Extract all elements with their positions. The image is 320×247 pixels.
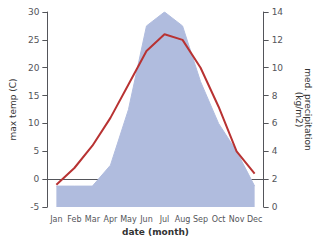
svg-text:max temp (C): max temp (C): [8, 78, 18, 140]
svg-text:8: 8: [272, 91, 278, 101]
svg-text:14: 14: [272, 7, 284, 17]
svg-text:20: 20: [28, 63, 40, 73]
svg-text:2: 2: [272, 174, 278, 184]
svg-text:10: 10: [28, 118, 40, 128]
svg-text:Apr: Apr: [104, 215, 119, 224]
svg-text:10: 10: [272, 63, 284, 73]
svg-text:May: May: [120, 215, 137, 224]
svg-text:Jun: Jun: [139, 215, 153, 224]
svg-text:0: 0: [272, 202, 278, 212]
svg-text:25: 25: [28, 35, 39, 45]
svg-text:Feb: Feb: [67, 215, 81, 224]
svg-text:Nov: Nov: [229, 215, 245, 224]
svg-text:4: 4: [272, 146, 278, 156]
svg-text:5: 5: [34, 146, 40, 156]
svg-text:-5: -5: [30, 202, 39, 212]
svg-text:Jan: Jan: [49, 215, 62, 224]
svg-text:6: 6: [272, 118, 278, 128]
svg-text:Oct: Oct: [212, 215, 226, 224]
svg-text:0: 0: [34, 174, 40, 184]
svg-text:Aug: Aug: [175, 215, 191, 224]
svg-text:Jul: Jul: [159, 215, 170, 224]
svg-text:Dec: Dec: [247, 215, 262, 224]
svg-text:Sep: Sep: [193, 215, 208, 224]
svg-text:med. precipitation: med. precipitation: [302, 68, 313, 151]
svg-text:12: 12: [272, 35, 283, 45]
svg-text:15: 15: [28, 91, 39, 101]
svg-text:30: 30: [28, 7, 40, 17]
svg-text:date (month): date (month): [122, 227, 189, 237]
svg-text:(kg/m2): (kg/m2): [294, 92, 304, 127]
svg-text:Mar: Mar: [85, 215, 101, 224]
